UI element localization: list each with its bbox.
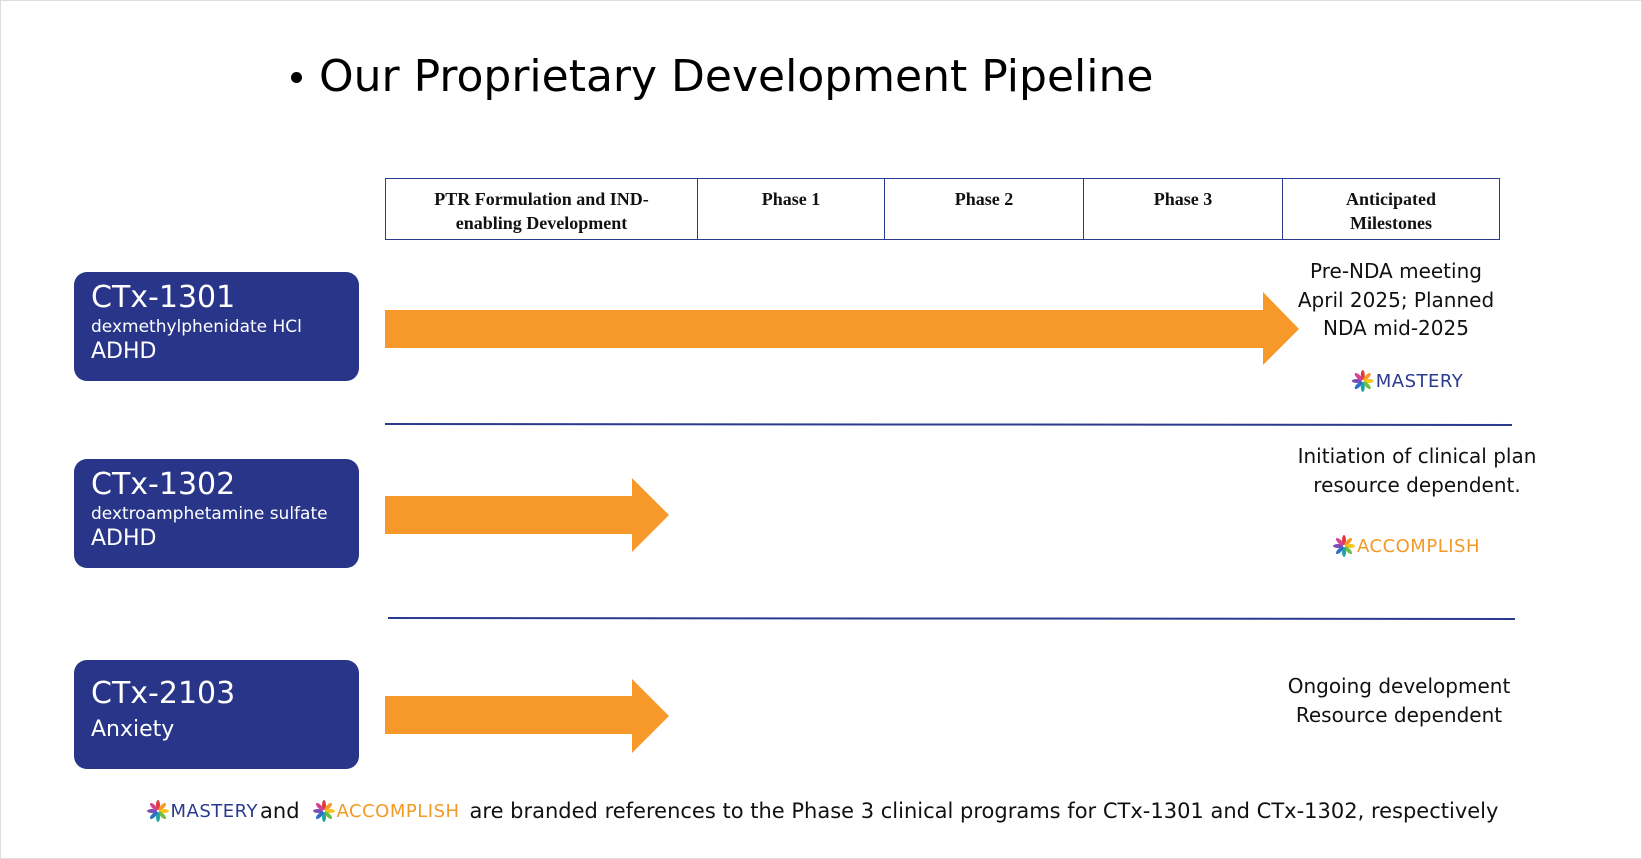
petal <box>1335 537 1344 546</box>
milestone-line: NDA mid-2025 <box>1323 316 1469 340</box>
footnote-joiner: and <box>260 799 300 823</box>
footnote: MASTERY and ACCOMPLISH are branded referenc… <box>1 798 1642 824</box>
logo-icon <box>1351 370 1374 392</box>
arrow <box>385 292 1299 365</box>
petal <box>157 802 166 811</box>
milestone-line: Resource dependent <box>1295 702 1503 727</box>
petal <box>324 809 335 813</box>
arrow <box>385 478 669 552</box>
petal <box>1363 379 1374 383</box>
petal <box>149 802 158 811</box>
logo: MASTERY <box>1351 368 1464 394</box>
petal <box>1363 381 1371 390</box>
petal <box>1335 546 1344 555</box>
footnote-text: are branded references to the Phase 3 cl… <box>469 799 1499 823</box>
petal <box>1333 544 1344 548</box>
program-name: CTx-2103 <box>91 676 236 711</box>
logo-icon <box>1333 535 1356 557</box>
petal <box>1345 544 1356 548</box>
milestone: Pre-NDA meeting April 2025; Planned NDA mi… <box>1298 257 1494 343</box>
petal <box>1360 370 1365 380</box>
petal <box>1344 546 1353 555</box>
column-header: PTR Formulation and IND-enabling Develop… <box>385 178 698 240</box>
separator <box>384 423 1513 426</box>
petal <box>1363 372 1371 381</box>
petal <box>1351 379 1362 383</box>
petal <box>323 802 332 811</box>
petal <box>1360 382 1365 392</box>
petal <box>149 811 158 820</box>
milestone-line: Ongoing development <box>1287 674 1511 698</box>
petal <box>1354 381 1363 390</box>
milestone-line: April 2025; Planned <box>1297 287 1495 312</box>
program-indication: ADHD <box>91 526 157 551</box>
petal <box>157 811 166 820</box>
petal <box>1354 372 1363 381</box>
column-header: Phase 2 <box>884 178 1084 240</box>
program-drug: dexmethylphenidate HCl <box>91 317 302 337</box>
column-header: Phase 3 <box>1083 178 1283 240</box>
petal <box>321 800 326 810</box>
logo-text: ACCOMPLISH <box>1357 535 1480 557</box>
petal <box>1342 547 1347 557</box>
program-indication: Anxiety <box>91 717 175 742</box>
program-box: CTx-2103 Anxiety <box>74 660 359 769</box>
petal <box>146 809 157 813</box>
separator <box>387 617 1516 620</box>
logo-icon <box>146 800 169 822</box>
petal <box>315 811 324 820</box>
petal <box>312 809 323 813</box>
bullet <box>291 72 302 83</box>
column-header: Anticipated Milestones <box>1282 178 1500 240</box>
program-drug: dextroamphetamine sulfate <box>91 504 328 524</box>
milestone-line: Pre-NDA meeting <box>1310 259 1482 283</box>
petal <box>155 800 160 810</box>
logo-text: MASTERY <box>1375 370 1464 392</box>
milestone: Ongoing development Resource dependent <box>1288 672 1511 729</box>
logo: ACCOMPLISH <box>312 798 460 824</box>
logo: MASTERY <box>146 798 259 824</box>
petal <box>321 812 326 822</box>
petal <box>315 802 324 811</box>
program-name: CTx-1302 <box>91 467 236 502</box>
program-box: CTx-1302 dextroamphetamine sulfate ADHD <box>74 459 359 568</box>
petal <box>158 809 169 813</box>
logo-text: ACCOMPLISH <box>336 800 460 822</box>
logo-icon <box>312 800 335 822</box>
logo: ACCOMPLISH <box>1332 533 1480 559</box>
petal <box>1342 535 1347 545</box>
petal <box>1344 537 1353 546</box>
arrow <box>385 679 669 753</box>
column-header: Phase 1 <box>697 178 885 240</box>
petal <box>323 811 332 820</box>
petal <box>155 812 160 822</box>
milestone: Initiation of clinical plan resource depe… <box>1298 442 1537 499</box>
program-box: CTx-1301 dexmethylphenidate HCl ADHD <box>74 272 359 381</box>
program-name: CTx-1301 <box>91 280 236 315</box>
arrows <box>385 292 1299 753</box>
title: Our Proprietary Development Pipeline <box>319 51 1154 102</box>
milestone-line: Initiation of clinical plan <box>1297 444 1537 468</box>
program-indication: ADHD <box>91 339 157 364</box>
logo-text: MASTERY <box>170 800 259 822</box>
milestone-line: resource dependent. <box>1313 472 1521 497</box>
